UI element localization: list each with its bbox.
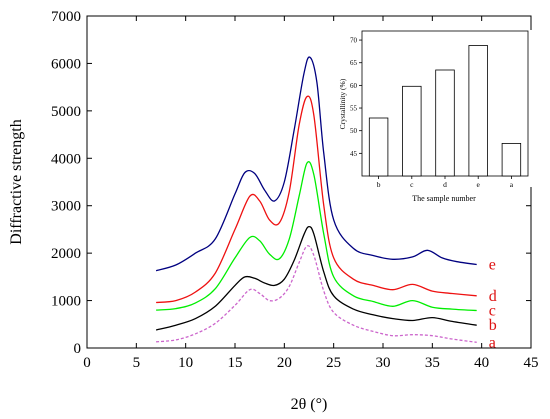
y-tick-label: 3000 [51, 199, 81, 215]
x-tick-label: 30 [376, 355, 391, 371]
main-chart: 0 5 10 15 20 25 30 35 40 45 0 1000 2000 3000 4000 5000… [8, 9, 539, 413]
curve-label-d: d [489, 288, 497, 305]
y-tick-label: 5000 [51, 104, 81, 120]
curve-label-e: e [489, 257, 496, 274]
inset-bar-d [435, 69, 455, 177]
inset-bar-c [402, 85, 422, 177]
inset-x-tick-label: a [510, 180, 514, 189]
inset-y-tick-label: 55 [350, 105, 358, 113]
y-tick-label: 0 [74, 341, 82, 357]
inset-bar-b [368, 117, 389, 177]
x-tick-label: 15 [228, 355, 243, 371]
x-tick-label: 20 [277, 355, 292, 371]
series-line-e [155, 56, 477, 272]
y-tick-label: 1000 [51, 294, 81, 310]
y-tick-label: 4000 [51, 151, 81, 167]
x-tick-label: 10 [178, 355, 193, 371]
inset-x-axis-title: The sample number [412, 194, 476, 203]
inset-x-tick-label: c [410, 180, 414, 189]
main-x-axis: 0 5 10 15 20 25 30 35 40 45 [83, 16, 539, 371]
main-y-axis: 0 1000 2000 3000 4000 5000 6000 7000 [51, 9, 531, 357]
inset-y-axis: 45 50 55 60 65 70 [350, 37, 362, 158]
inset-chart: b c d e a 45 50 55 60 65 70 The sample number Cry… [338, 30, 533, 203]
x-tick-label: 25 [326, 355, 341, 371]
series-line-b [155, 225, 477, 331]
x-tick-label: 5 [133, 355, 141, 371]
y-tick-label: 6000 [51, 56, 81, 72]
series-line-d [156, 95, 477, 304]
inset-y-axis-title: Crystallinity (%) [338, 78, 347, 129]
main-x-axis-title: 2θ (°) [291, 396, 328, 413]
x-tick-label: 35 [425, 355, 440, 371]
series-line-c [156, 161, 477, 312]
inset-y-tick-label: 60 [350, 82, 358, 90]
curve-label-c: c [489, 303, 496, 320]
inset-y-tick-label: 70 [350, 37, 358, 45]
x-tick-label: 0 [83, 355, 91, 371]
x-tick-label: 45 [524, 355, 539, 371]
curve-label-b: b [489, 317, 497, 334]
main-y-axis-title: Diffractive strength [8, 119, 25, 244]
inset-y-tick-label: 50 [350, 127, 358, 135]
inset-bar-e [468, 45, 488, 177]
inset-x-tick-label: b [377, 180, 381, 189]
inset-y-tick-label: 45 [350, 150, 358, 158]
curve-label-a: a [489, 334, 496, 351]
inset-bar-a [501, 142, 522, 177]
inset-y-tick-label: 65 [350, 59, 358, 67]
inset-x-tick-label: d [443, 180, 447, 189]
series-line-a [156, 245, 477, 343]
inset-x-tick-label: e [477, 180, 481, 189]
y-tick-label: 7000 [51, 9, 81, 25]
y-tick-label: 2000 [51, 246, 81, 262]
x-tick-label: 40 [474, 355, 489, 371]
main-series-group [155, 56, 477, 343]
